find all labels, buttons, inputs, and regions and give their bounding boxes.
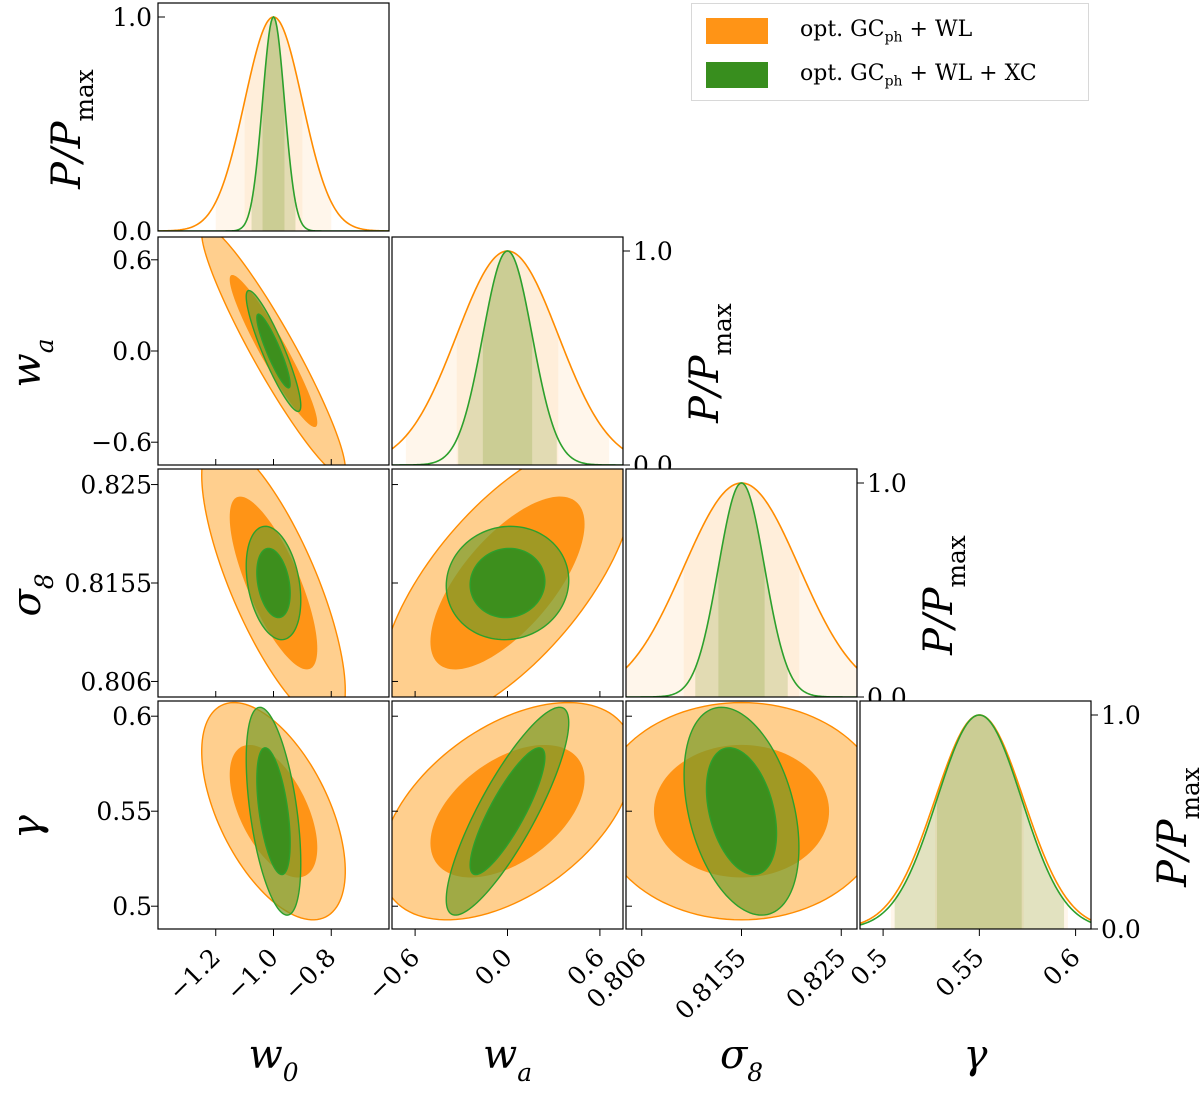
y-tick-label-sigma8: 0.806 bbox=[80, 667, 152, 696]
posterior-curve-1 bbox=[860, 714, 1091, 926]
panel-sigma8-sigma8 bbox=[626, 469, 857, 697]
diag-tick-label: 1.0 bbox=[112, 3, 152, 32]
contour-1sigma-1 bbox=[469, 547, 546, 619]
panel-background bbox=[158, 3, 389, 231]
y-tick-label-wa: −0.6 bbox=[91, 428, 152, 457]
y-tick-label-gamma: 0.5 bbox=[112, 892, 152, 921]
diag-axis-label-0: P/Pmax bbox=[44, 69, 99, 190]
panel-gamma-gamma bbox=[860, 701, 1091, 929]
panel-sigma8-wa bbox=[392, 469, 623, 697]
posterior-band-1-2sigma bbox=[695, 483, 788, 697]
x-axis-label-sigma8: σ8 bbox=[720, 1032, 763, 1087]
posterior-band-0-2sigma bbox=[405, 251, 610, 465]
panel-frame bbox=[157, 2, 390, 232]
y-tick-label-gamma: 0.6 bbox=[112, 702, 152, 731]
posterior-band-1-2sigma bbox=[458, 251, 557, 465]
x-axis-label-gamma: γ bbox=[964, 1032, 988, 1078]
panel-frame bbox=[625, 468, 858, 698]
posterior-band-1-1sigma bbox=[262, 17, 285, 231]
panel-background bbox=[860, 701, 1091, 929]
legend-entry-1: opt. GCph + WL + XC bbox=[706, 60, 1037, 90]
legend: opt. GCph + WL opt. GCph + WL + XC bbox=[691, 3, 1089, 101]
panel-background bbox=[626, 469, 857, 697]
posterior-band-0-1sigma bbox=[244, 17, 303, 231]
panel-w0-w0 bbox=[158, 3, 389, 231]
posterior-band-0-2sigma bbox=[626, 483, 857, 697]
posterior-curve-1 bbox=[392, 250, 623, 465]
x-tick-label-wa: 0.0 bbox=[469, 943, 518, 992]
x-tick-label-gamma: 0.55 bbox=[930, 943, 990, 1003]
x-axis-label-wa: wa bbox=[483, 1032, 532, 1087]
x-tick-label-w0: −0.8 bbox=[278, 943, 341, 1006]
legend-label-1: opt. GCph + WL + XC bbox=[800, 60, 1037, 90]
y-tick-label-sigma8: 0.825 bbox=[80, 471, 152, 500]
contour-1sigma-1 bbox=[256, 547, 291, 619]
posterior-band-1-2sigma bbox=[251, 17, 296, 231]
panel-frame bbox=[391, 236, 624, 466]
x-tick-label-w0: −1.0 bbox=[220, 943, 283, 1006]
y-tick-label-wa: 0.6 bbox=[112, 246, 152, 275]
posterior-band-1-1sigma bbox=[482, 251, 533, 465]
y-axis-label-wa: wa bbox=[4, 338, 59, 387]
contour-1sigma-1 bbox=[256, 313, 291, 389]
posterior-band-0-2sigma bbox=[890, 715, 1068, 929]
panel-wa-w0 bbox=[158, 237, 389, 465]
x-tick-label-sigma8: 0.825 bbox=[780, 943, 851, 1014]
panel-gamma-w0 bbox=[158, 701, 389, 929]
diag-tick-label: 0.0 bbox=[1101, 915, 1141, 944]
posterior-curve-1 bbox=[158, 15, 389, 231]
legend-swatch-1 bbox=[706, 62, 768, 88]
posterior-band-0-1sigma bbox=[683, 483, 800, 697]
y-tick-label-gamma: 0.55 bbox=[96, 797, 152, 826]
diag-axis-label-2: P/Pmax bbox=[916, 535, 971, 656]
panel-gamma-wa bbox=[392, 701, 623, 929]
x-axis-label-w0: w0 bbox=[248, 1032, 298, 1087]
contour-1sigma-1 bbox=[705, 747, 778, 876]
posterior-band-0-1sigma bbox=[456, 251, 559, 465]
y-tick-label-sigma8: 0.8155 bbox=[65, 569, 152, 598]
panel-wa-wa bbox=[392, 237, 623, 465]
x-tick-label-wa: −0.6 bbox=[362, 943, 425, 1006]
posterior-band-1-1sigma bbox=[937, 715, 1022, 929]
diag-tick-label: 0.0 bbox=[112, 217, 152, 246]
diag-tick-label: 1.0 bbox=[1101, 701, 1141, 730]
panel-sigma8-w0 bbox=[158, 469, 389, 697]
x-tick-label-gamma: 0.5 bbox=[845, 943, 894, 992]
diag-tick-label: 1.0 bbox=[633, 237, 673, 266]
y-axis-label-sigma8: σ8 bbox=[4, 573, 59, 616]
legend-label-0: opt. GCph + WL bbox=[800, 16, 973, 46]
contour-1sigma-1 bbox=[469, 747, 546, 876]
panel-frame bbox=[859, 700, 1092, 930]
posterior-band-1-1sigma bbox=[718, 483, 765, 697]
x-tick-label-w0: −1.2 bbox=[163, 943, 226, 1006]
y-axis-label-gamma: γ bbox=[4, 815, 50, 839]
contour-1sigma-1 bbox=[256, 747, 291, 876]
legend-swatch-0 bbox=[706, 18, 768, 44]
panel-gamma-sigma8 bbox=[626, 701, 857, 929]
y-tick-label-wa: 0.0 bbox=[112, 337, 152, 366]
legend-entry-0: opt. GCph + WL bbox=[706, 16, 972, 46]
diag-axis-label-3: P/Pmax bbox=[1150, 767, 1200, 888]
diag-tick-label: 1.0 bbox=[867, 469, 907, 498]
diag-axis-label-1: P/Pmax bbox=[682, 303, 737, 424]
posterior-band-0-1sigma bbox=[935, 715, 1024, 929]
posterior-band-0-2sigma bbox=[215, 17, 332, 231]
posterior-band-1-2sigma bbox=[894, 715, 1065, 929]
posterior-curve-1 bbox=[626, 482, 857, 697]
x-tick-label-sigma8: 0.8155 bbox=[669, 943, 751, 1025]
panel-background bbox=[392, 237, 623, 465]
x-tick-label-gamma: 0.6 bbox=[1037, 943, 1086, 992]
